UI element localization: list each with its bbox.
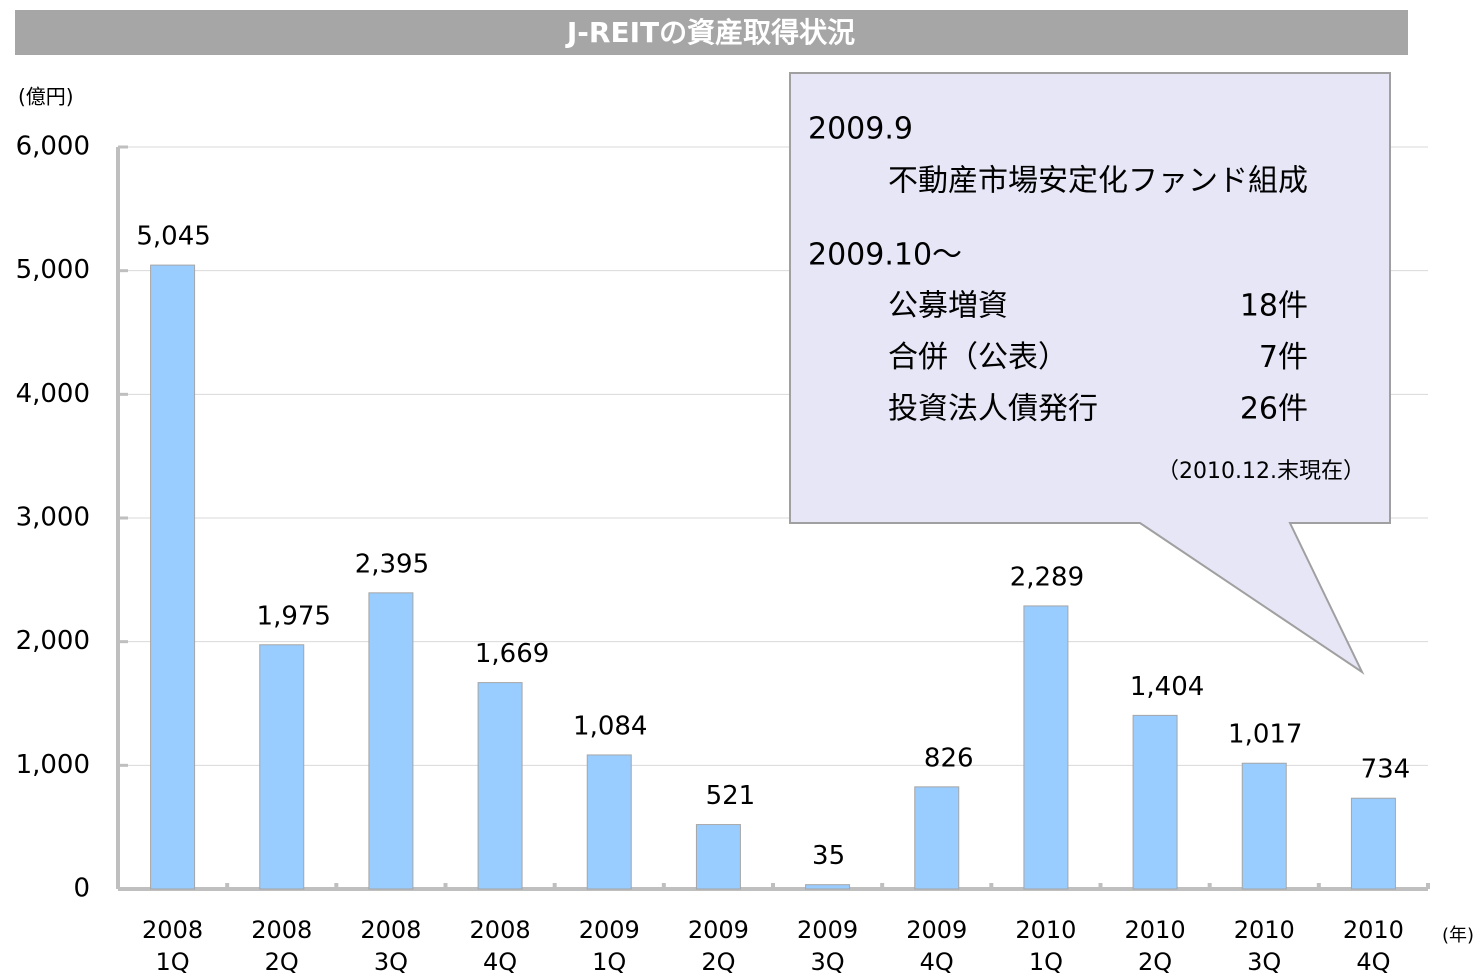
value-label: 1,084 — [573, 711, 647, 741]
bar — [150, 264, 196, 890]
chart-title: J-REITの資産取得状況 — [565, 16, 855, 49]
bar — [586, 754, 632, 890]
bar — [914, 786, 960, 890]
callout-heading: 2009.10～ — [808, 238, 962, 273]
callout: 2009.9 不動産市場安定化ファンド組成 2009.10～ （2010.12.… — [789, 72, 1391, 675]
x-tick-label: 2009 2Q — [688, 916, 749, 976]
value-label: 2,395 — [355, 549, 429, 579]
callout-item: 不動産市場安定化ファンド組成 — [888, 164, 1308, 199]
y-tick-label: 4,000 — [16, 379, 90, 409]
bar — [1132, 714, 1178, 890]
plot: 0 1,000 2,000 3,000 4,000 5,000 6,000 2008 1Q 5,0… — [16, 132, 1430, 976]
y-axis-label: (億円) — [18, 85, 74, 109]
y-tick-label: 2,000 — [16, 626, 90, 656]
bar — [259, 644, 305, 890]
x-tick-label: 2010 3Q — [1234, 916, 1295, 976]
x-tick-label: 2009 1Q — [579, 916, 640, 976]
callout-row-label: 合併（公表） — [888, 340, 1068, 375]
value-label: 1,975 — [257, 601, 331, 631]
value-label: 1,669 — [475, 639, 549, 669]
y-tick-label: 0 — [73, 874, 90, 904]
bar — [477, 682, 523, 890]
callout-heading: 2009.9 — [808, 112, 913, 147]
title-bar — [15, 10, 1408, 55]
y-tick-label: 5,000 — [16, 255, 90, 285]
x-axis-label: (年) — [1442, 925, 1474, 946]
bar — [1241, 762, 1287, 890]
x-tick-label: 2010 4Q — [1343, 916, 1404, 976]
callout-note: （2010.12.末現在） — [1157, 459, 1365, 484]
callout-row-label: 投資法人債発行 — [888, 392, 1098, 427]
x-tick-label: 2009 4Q — [906, 916, 967, 976]
x-tick-label: 2008 2Q — [251, 916, 312, 976]
callout-row-label: 公募増資 — [888, 289, 1008, 324]
bar — [695, 824, 741, 890]
value-label: 1,404 — [1130, 672, 1204, 702]
x-tick-label: 2008 3Q — [360, 916, 421, 976]
x-tick-label: 2008 1Q — [142, 916, 203, 976]
x-tick-label: 2008 4Q — [470, 916, 531, 976]
value-label: 5,045 — [136, 222, 210, 252]
x-tick-label: 2010 2Q — [1125, 916, 1186, 976]
x-tick-label: 2010 1Q — [1015, 916, 1076, 976]
bar — [1350, 797, 1396, 890]
callout-row-count: 26件 — [1240, 392, 1308, 427]
y-tick-label: 6,000 — [16, 132, 90, 162]
bar — [805, 884, 851, 890]
value-label: 35 — [812, 841, 845, 871]
value-label: 521 — [706, 781, 756, 811]
bar — [368, 592, 414, 890]
callout-row-count: 7件 — [1259, 340, 1308, 375]
bar — [1023, 605, 1069, 890]
callout-row-count: 18件 — [1240, 289, 1308, 324]
callout-box — [789, 72, 1391, 675]
x-tick-label: 2009 3Q — [797, 916, 858, 976]
value-label: 2,289 — [1010, 562, 1084, 592]
value-label: 826 — [924, 743, 974, 773]
value-label: 1,017 — [1228, 720, 1302, 750]
value-label: 734 — [1361, 755, 1411, 785]
y-tick-label: 3,000 — [16, 503, 90, 533]
y-tick-label: 1,000 — [16, 750, 90, 780]
